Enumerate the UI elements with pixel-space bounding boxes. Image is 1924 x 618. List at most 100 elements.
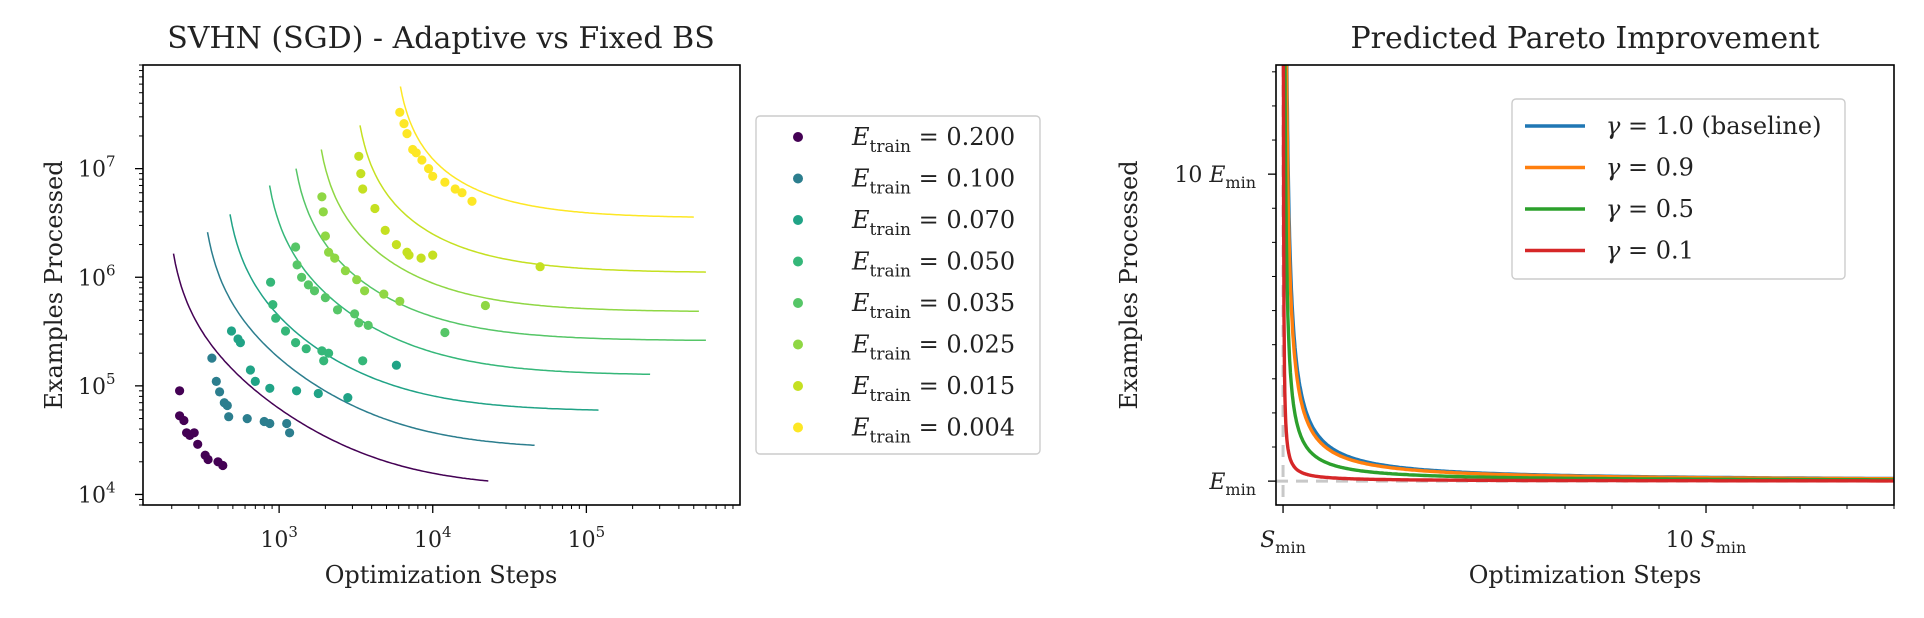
- right-chart: Predicted Pareto Improvement Smin 10 Smin…: [1115, 21, 1895, 589]
- x-tick-label: Smin: [1260, 528, 1306, 557]
- data-point-series-5: [320, 231, 330, 241]
- legend-label-series-2: Etrain = 0.070: [851, 206, 1015, 240]
- left-data-points: [175, 107, 545, 471]
- data-point-series-6: [356, 169, 366, 179]
- data-point-series-1: [224, 412, 234, 422]
- data-point-series-7: [467, 196, 477, 206]
- data-point-series-5: [318, 207, 328, 217]
- data-point-series-7: [440, 177, 450, 187]
- data-point-series-0: [218, 460, 228, 471]
- left-fitted-curves: [172, 86, 706, 482]
- data-point-series-2: [245, 365, 255, 375]
- left-legend-box: [755, 115, 1041, 455]
- left-axis-ticks: 103 104 105 104 105 106 107: [78, 64, 734, 553]
- y-tick-label: Emin: [1208, 470, 1256, 499]
- legend-label-series-0: γ = 1.0 (baseline): [1606, 112, 1821, 140]
- data-point-series-4: [440, 327, 450, 338]
- right-legend-entries: γ = 1.0 (baseline) γ = 0.9 γ = 0.5 γ = 0.1: [1525, 112, 1821, 265]
- data-point-series-5: [360, 286, 370, 296]
- data-point-series-2: [343, 393, 353, 403]
- data-point-series-7: [457, 188, 467, 198]
- legend-label-series-1: γ = 0.9: [1606, 154, 1694, 182]
- legend-label-series-0: Etrain = 0.200: [851, 123, 1015, 157]
- data-point-series-5: [352, 275, 362, 285]
- data-point-series-0: [179, 415, 189, 426]
- data-point-series-2: [235, 338, 245, 348]
- data-point-series-0: [175, 386, 185, 396]
- data-point-series-2: [265, 383, 275, 393]
- right-curves: [1281, 65, 1894, 483]
- data-point-series-7: [417, 155, 427, 165]
- x-tick-label: 103: [260, 523, 298, 553]
- data-point-series-6: [391, 240, 401, 250]
- legend-marker-series-7: [793, 422, 803, 433]
- legend-label-series-7: Etrain = 0.004: [851, 414, 1015, 448]
- legend-label-series-4: Etrain = 0.035: [851, 289, 1015, 323]
- x-tick-label: 10 Smin: [1666, 528, 1747, 557]
- left-chart-title: SVHN (SGD) - Adaptive vs Fixed BS: [167, 21, 715, 56]
- data-point-series-0: [203, 454, 213, 465]
- data-point-series-6: [370, 203, 380, 214]
- fit-curve-series-5: [320, 149, 699, 313]
- data-point-series-5: [324, 247, 334, 257]
- data-point-series-4: [303, 280, 313, 290]
- legend-marker-series-0: [793, 132, 803, 142]
- data-point-series-4: [363, 320, 373, 330]
- data-point-series-1: [265, 418, 275, 429]
- right-x-axis-label: Optimization Steps: [1469, 561, 1702, 589]
- legend-marker-series-1: [793, 173, 803, 184]
- data-point-series-3: [271, 313, 281, 323]
- data-point-series-3: [358, 356, 368, 366]
- y-tick-label: 107: [78, 153, 116, 183]
- data-point-series-0: [189, 428, 199, 438]
- fit-curve-series-3: [268, 185, 651, 376]
- data-point-series-3: [266, 277, 276, 287]
- data-point-series-7: [450, 184, 460, 194]
- data-point-series-1: [282, 418, 292, 429]
- data-point-series-3: [291, 338, 301, 348]
- data-point-series-7: [424, 164, 434, 174]
- legend-label-series-3: γ = 0.1: [1606, 237, 1694, 265]
- curve-series-3: [1281, 65, 1894, 483]
- fit-curve-series-4: [295, 168, 706, 342]
- data-point-series-2: [250, 376, 260, 386]
- legend-marker-series-4: [793, 298, 803, 308]
- right-axis-ticks: Smin 10 Smin Emin 10 Emin: [1174, 71, 1895, 557]
- data-point-series-6: [416, 253, 426, 263]
- x-tick-label: 104: [414, 523, 452, 553]
- data-point-series-3: [268, 300, 278, 310]
- data-point-series-6: [404, 250, 414, 260]
- right-y-axis-label: Examples Processed: [1115, 160, 1143, 409]
- data-point-series-4: [309, 286, 320, 296]
- legend-marker-series-2: [793, 215, 803, 225]
- data-point-series-1: [211, 376, 221, 386]
- data-point-series-4: [354, 318, 364, 328]
- fit-curve-series-7: [399, 86, 694, 218]
- data-point-series-4: [350, 309, 360, 319]
- left-chart: SVHN (SGD) - Adaptive vs Fixed BS 103 104…: [40, 21, 741, 589]
- left-x-axis-label: Optimization Steps: [325, 561, 558, 589]
- data-point-series-7: [411, 148, 421, 158]
- data-point-series-4: [332, 305, 343, 315]
- data-point-series-3: [324, 348, 334, 358]
- right-chart-title: Predicted Pareto Improvement: [1350, 21, 1819, 56]
- data-point-series-2: [292, 386, 302, 396]
- legend-label-series-5: Etrain = 0.025: [851, 331, 1015, 365]
- data-point-series-5: [340, 266, 350, 276]
- data-point-series-1: [215, 387, 225, 397]
- data-point-series-0: [193, 439, 203, 449]
- right-plot-frame: [1275, 64, 1895, 506]
- legend-label-series-1: Etrain = 0.100: [851, 165, 1015, 199]
- data-point-series-3: [319, 356, 329, 366]
- data-point-series-7: [399, 119, 409, 129]
- data-point-series-1: [285, 428, 295, 438]
- legend-marker-series-5: [793, 339, 803, 350]
- legend-label-series-3: Etrain = 0.050: [851, 248, 1015, 282]
- data-point-series-7: [428, 171, 438, 181]
- data-point-series-6: [428, 250, 438, 260]
- fit-curve-series-0: [172, 253, 489, 482]
- data-point-series-5: [480, 300, 490, 311]
- data-point-series-2: [226, 326, 237, 336]
- data-point-series-5: [330, 253, 340, 263]
- legend-marker-series-3: [793, 256, 803, 267]
